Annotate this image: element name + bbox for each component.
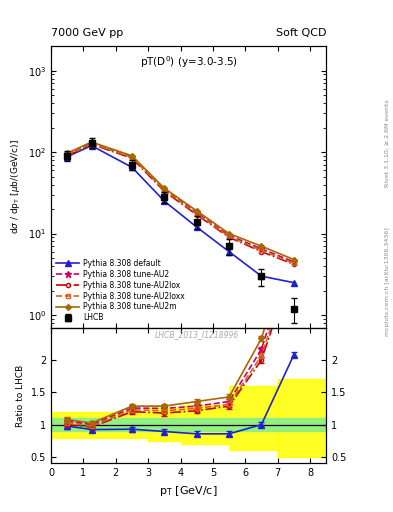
Pythia 8.308 tune-AU2lox [89,141,94,147]
Pythia 8.308 default [227,249,231,255]
Y-axis label: Ratio to LHCB: Ratio to LHCB [16,365,25,426]
Pythia 8.308 tune-AU2loxx [89,141,94,147]
Pythia 8.308 tune-AU2lox [292,261,296,267]
Pythia 8.308 default [259,273,264,279]
Line: Pythia 8.308 tune-AU2lox: Pythia 8.308 tune-AU2lox [65,142,296,266]
Pythia 8.308 tune-AU2 [65,151,70,157]
Pythia 8.308 tune-AU2 [89,140,94,146]
Pythia 8.308 tune-AU2loxx [227,233,231,240]
Text: pT(D$^0$) (y=3.0-3.5): pT(D$^0$) (y=3.0-3.5) [140,55,238,70]
Pythia 8.308 tune-AU2lox [227,234,231,240]
Pythia 8.308 tune-AU2lox [195,212,199,218]
Text: Rivet 3.1.10; ≥ 2.6M events: Rivet 3.1.10; ≥ 2.6M events [385,99,389,187]
Pythia 8.308 tune-AU2 [292,259,296,265]
Pythia 8.308 tune-AU2lox [259,249,264,255]
Pythia 8.308 tune-AU2loxx [259,247,264,253]
Pythia 8.308 default [195,224,199,230]
Pythia 8.308 tune-AU2lox [65,153,70,159]
Pythia 8.308 tune-AU2loxx [130,154,134,160]
Pythia 8.308 tune-AU2 [162,186,167,193]
Line: Pythia 8.308 tune-AU2m: Pythia 8.308 tune-AU2m [65,140,296,262]
Pythia 8.308 tune-AU2m [259,243,264,249]
Text: Soft QCD: Soft QCD [276,28,326,38]
Line: Pythia 8.308 default: Pythia 8.308 default [64,143,297,285]
Pythia 8.308 tune-AU2m [130,153,134,159]
Text: LHCB_2013_I1218996: LHCB_2013_I1218996 [154,330,239,339]
Pythia 8.308 tune-AU2m [292,257,296,263]
Pythia 8.308 tune-AU2m [65,150,70,156]
Legend: Pythia 8.308 default, Pythia 8.308 tune-AU2, Pythia 8.308 tune-AU2lox, Pythia 8.: Pythia 8.308 default, Pythia 8.308 tune-… [55,257,186,324]
Line: Pythia 8.308 tune-AU2loxx: Pythia 8.308 tune-AU2loxx [65,141,296,266]
Pythia 8.308 tune-AU2loxx [65,152,70,158]
Pythia 8.308 tune-AU2 [259,246,264,252]
Pythia 8.308 default [130,164,134,170]
Pythia 8.308 default [89,142,94,148]
Pythia 8.308 default [292,280,296,286]
Pythia 8.308 tune-AU2m [162,185,167,191]
Pythia 8.308 tune-AU2loxx [162,187,167,194]
X-axis label: p$_\mathrm{T}$ [GeV/c]: p$_\mathrm{T}$ [GeV/c] [160,484,218,498]
Pythia 8.308 tune-AU2m [89,139,94,145]
Pythia 8.308 tune-AU2m [227,230,231,237]
Line: Pythia 8.308 tune-AU2: Pythia 8.308 tune-AU2 [64,139,297,265]
Pythia 8.308 tune-AU2 [130,154,134,160]
Y-axis label: d$\sigma$ / dp$_\mathrm{T}$ [$\mu$b/(GeV/c)]: d$\sigma$ / dp$_\mathrm{T}$ [$\mu$b/(GeV… [9,139,22,234]
Pythia 8.308 tune-AU2m [195,208,199,214]
Pythia 8.308 tune-AU2loxx [195,211,199,217]
Pythia 8.308 tune-AU2 [227,232,231,239]
Text: 7000 GeV pp: 7000 GeV pp [51,28,123,38]
Pythia 8.308 default [162,198,167,204]
Pythia 8.308 default [65,154,70,160]
Pythia 8.308 tune-AU2lox [162,188,167,195]
Pythia 8.308 tune-AU2 [195,210,199,216]
Text: mcplots.cern.ch [arXiv:1306.3436]: mcplots.cern.ch [arXiv:1306.3436] [385,227,389,336]
Pythia 8.308 tune-AU2loxx [292,261,296,267]
Pythia 8.308 tune-AU2lox [130,155,134,161]
